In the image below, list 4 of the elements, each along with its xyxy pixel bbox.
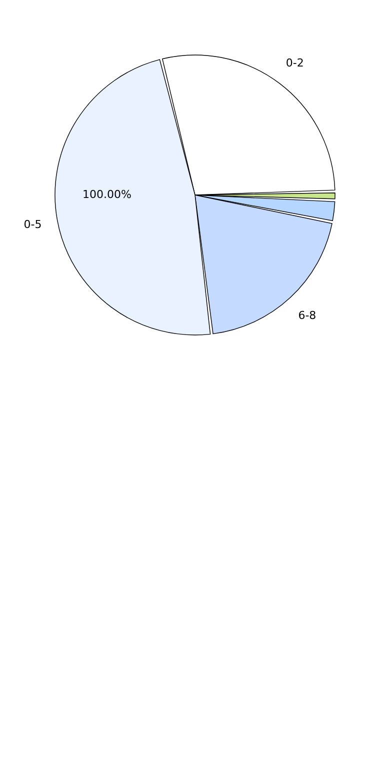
slice-label: 0-2 [286, 56, 304, 70]
text: 100.00% [82, 188, 132, 201]
slice-label: 6-8 [298, 308, 316, 322]
slice-label: 0-5 [24, 218, 42, 231]
